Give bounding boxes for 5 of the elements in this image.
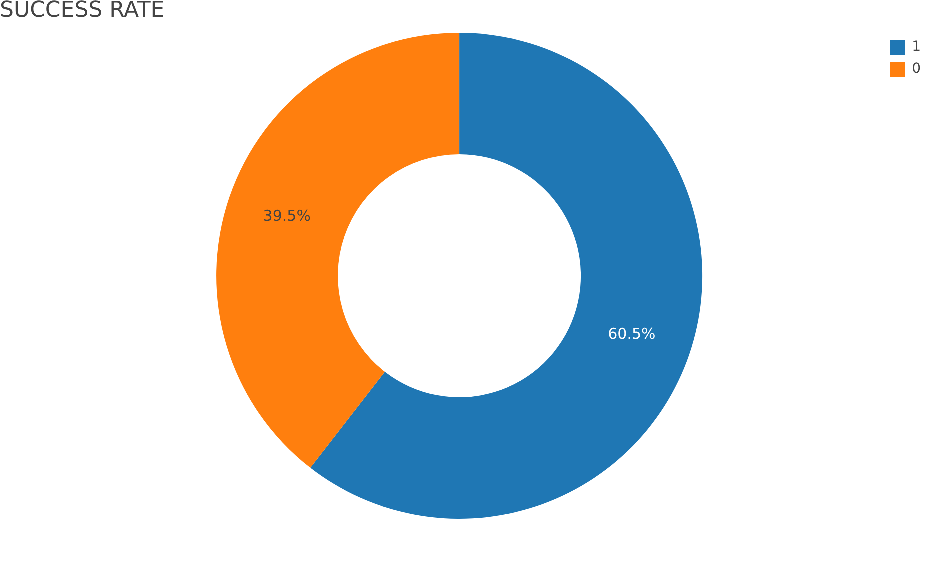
legend-label: 1 <box>912 39 922 56</box>
data-label: 60.5% <box>608 324 656 343</box>
legend-label: 0 <box>912 61 922 78</box>
data-label: 39.5% <box>263 206 311 225</box>
chart-title: SUCCESS RATE <box>0 0 165 23</box>
